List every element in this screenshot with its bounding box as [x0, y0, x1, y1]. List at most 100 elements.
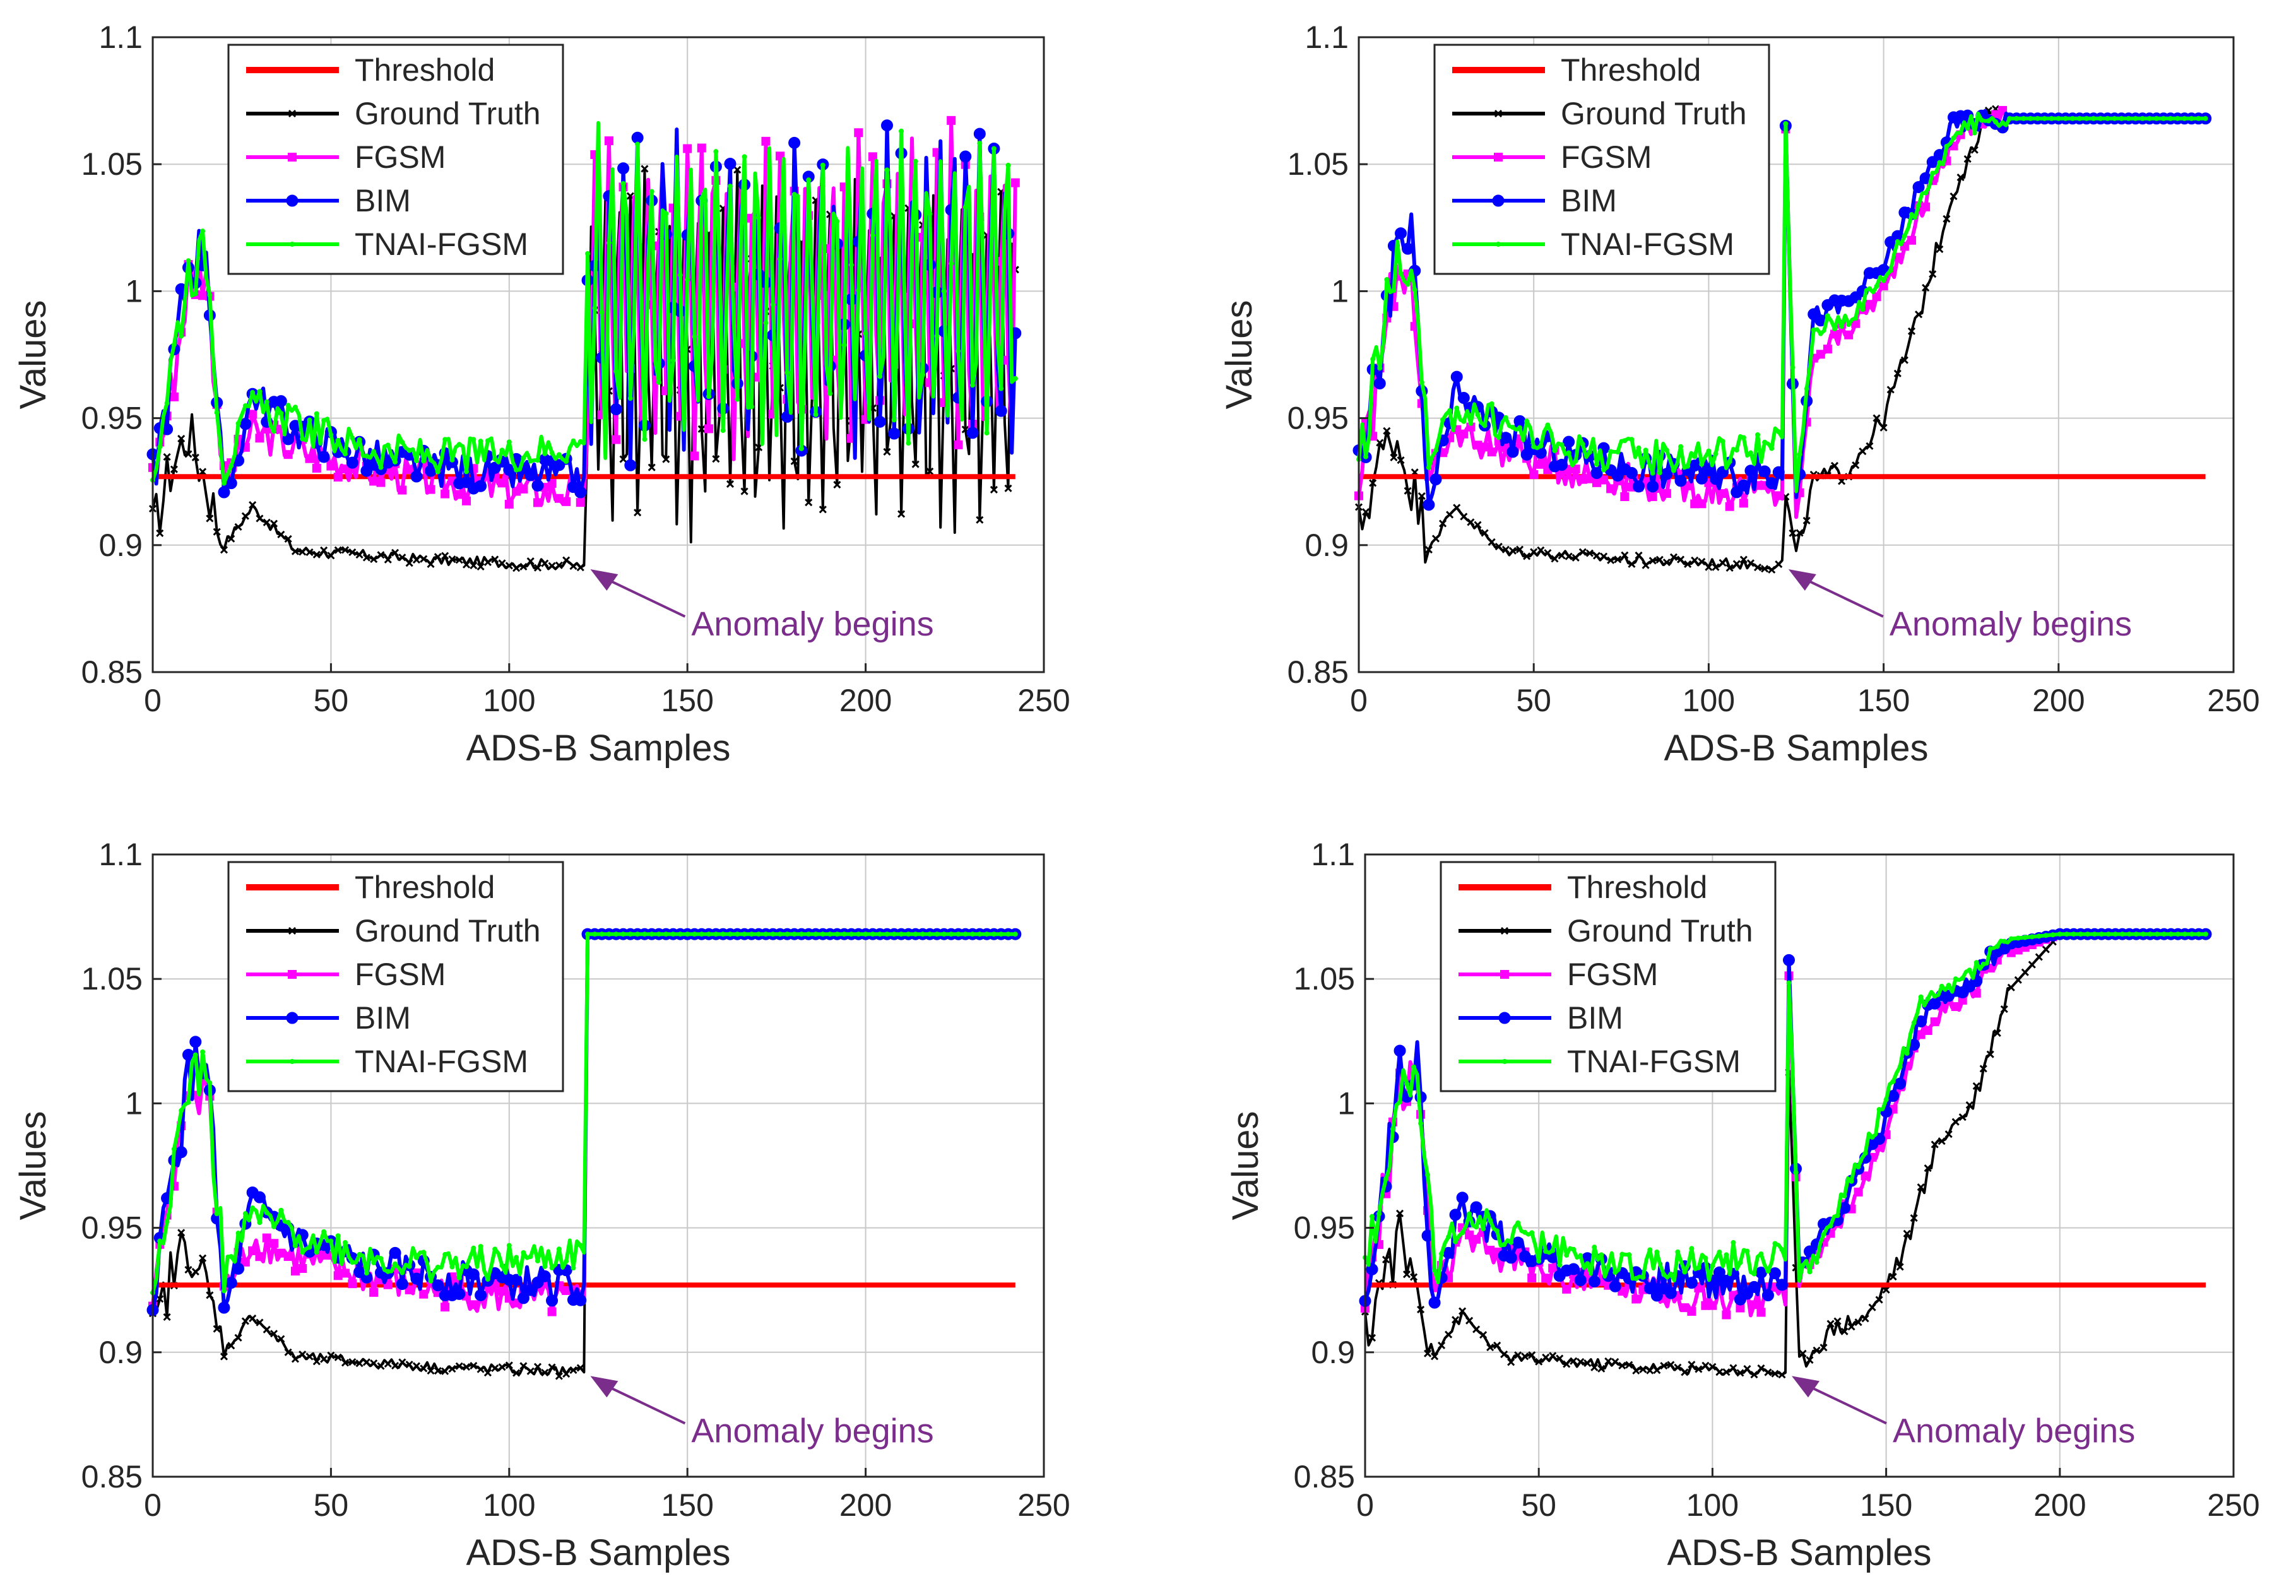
- y-tick-label: 0.9: [98, 528, 143, 563]
- marker-tnai-fgsm: [1853, 316, 1859, 321]
- marker-tnai-fgsm: [1904, 1051, 1910, 1056]
- marker-ground-truth: [1549, 1352, 1557, 1360]
- marker-tnai-fgsm: [1797, 452, 1802, 458]
- marker-ground-truth: [362, 1358, 370, 1366]
- marker-tnai-fgsm: [2112, 931, 2118, 937]
- marker-tnai-fgsm: [720, 931, 726, 937]
- marker-ground-truth: [249, 501, 257, 509]
- marker-tnai-fgsm: [1012, 375, 1018, 381]
- marker-tnai-fgsm: [1807, 1269, 1813, 1275]
- marker-ground-truth: [206, 1291, 214, 1299]
- marker-ground-truth: [1474, 521, 1482, 529]
- marker-ground-truth: [562, 1369, 571, 1378]
- marker-ground-truth: [1667, 1361, 1675, 1369]
- marker-tnai-fgsm: [1821, 1232, 1826, 1238]
- x-tick-label: 250: [2207, 683, 2259, 718]
- marker-ground-truth: [476, 562, 485, 570]
- marker-tnai-fgsm: [949, 931, 954, 937]
- marker-tnai-fgsm: [1426, 464, 1431, 470]
- legend-label-bim: BIM: [355, 183, 411, 218]
- marker-fgsm: [1529, 470, 1539, 479]
- marker-fgsm: [604, 136, 613, 146]
- marker-tnai-fgsm: [1685, 463, 1691, 469]
- marker-tnai-fgsm: [834, 218, 840, 224]
- marker-ground-truth: [1944, 1130, 1953, 1138]
- marker-tnai-fgsm: [1005, 931, 1011, 937]
- marker-tnai-fgsm: [2098, 115, 2104, 121]
- marker-ground-truth: [2042, 945, 2050, 954]
- marker-fgsm: [1687, 1307, 1696, 1316]
- marker-tnai-fgsm: [1557, 1262, 1563, 1268]
- marker-tnai-fgsm: [485, 1276, 490, 1282]
- marker-fgsm: [1851, 319, 1861, 328]
- marker-tnai-fgsm: [1650, 470, 1655, 476]
- marker-ground-truth: [1910, 1214, 1918, 1222]
- marker-ground-truth: [291, 1355, 299, 1363]
- marker-ground-truth: [712, 455, 720, 463]
- marker-tnai-fgsm: [1703, 1255, 1708, 1261]
- marker-tnai-fgsm: [1860, 307, 1866, 312]
- x-tick-label: 100: [1683, 683, 1735, 718]
- marker-ground-truth: [555, 1372, 563, 1380]
- marker-tnai-fgsm: [456, 1275, 462, 1281]
- marker-ground-truth: [1369, 479, 1377, 487]
- marker-fgsm: [405, 465, 414, 475]
- marker-ground-truth: [1705, 563, 1713, 571]
- marker-ground-truth: [1646, 1366, 1654, 1374]
- marker-tnai-fgsm: [1488, 1217, 1493, 1223]
- marker-ground-truth: [1698, 557, 1706, 566]
- marker-tnai-fgsm: [1911, 1020, 1917, 1026]
- marker-fgsm: [512, 487, 521, 496]
- y-tick-label: 1: [1337, 1085, 1355, 1121]
- marker-bim: [1402, 242, 1414, 255]
- marker-ground-truth: [191, 453, 199, 462]
- marker-tnai-fgsm: [478, 1244, 483, 1250]
- marker-tnai-fgsm: [1980, 961, 1986, 967]
- marker-bim: [218, 486, 230, 499]
- x-axis-label: ADS-B Samples: [466, 1532, 730, 1573]
- marker-tnai-fgsm: [998, 386, 1004, 391]
- marker-ground-truth: [1761, 565, 1769, 573]
- marker-ground-truth: [284, 1348, 292, 1356]
- marker-ground-truth: [1746, 559, 1755, 567]
- marker-tnai-fgsm: [1468, 420, 1474, 426]
- marker-fgsm: [1701, 1301, 1710, 1310]
- marker-ground-truth: [1725, 564, 1734, 572]
- marker-tnai-fgsm: [1571, 1246, 1577, 1252]
- marker-tnai-fgsm: [2168, 115, 2174, 121]
- marker-ground-truth: [1917, 1183, 1925, 1191]
- marker-tnai-fgsm: [1522, 1229, 1528, 1235]
- marker-tnai-fgsm: [1855, 1164, 1861, 1170]
- marker-tnai-fgsm: [1876, 1107, 1882, 1113]
- legend: Threshold Ground Truth FGSM BIM TNAI-FGSM: [227, 44, 564, 275]
- marker-ground-truth: [249, 1314, 257, 1323]
- marker-fgsm: [1736, 1303, 1745, 1313]
- marker-tnai-fgsm: [2147, 931, 2153, 937]
- marker-ground-truth: [1736, 1369, 1744, 1377]
- marker-tnai-fgsm: [706, 931, 712, 937]
- marker-tnai-fgsm: [171, 1146, 177, 1152]
- marker-fgsm: [441, 489, 450, 499]
- marker-bim: [1894, 1077, 1907, 1090]
- marker-tnai-fgsm: [1529, 1230, 1535, 1236]
- marker-ground-truth: [1590, 1363, 1599, 1371]
- marker-ground-truth: [1879, 423, 1888, 432]
- marker-bim: [888, 427, 901, 440]
- marker-bim: [432, 1279, 444, 1292]
- marker-ground-truth: [1597, 1364, 1606, 1373]
- marker-bim: [1429, 473, 1442, 486]
- marker-fgsm: [298, 1263, 307, 1273]
- marker-tnai-fgsm: [1985, 118, 1991, 124]
- marker-tnai-fgsm: [577, 439, 583, 444]
- marker-ground-truth: [234, 1333, 242, 1342]
- marker-ground-truth: [1472, 1325, 1481, 1333]
- marker-ground-truth: [1691, 556, 1699, 565]
- marker-tnai-fgsm: [1769, 446, 1775, 451]
- marker-tnai-fgsm: [2071, 931, 2076, 937]
- marker-tnai-fgsm: [1689, 1246, 1695, 1251]
- marker-tnai-fgsm: [521, 1250, 526, 1255]
- marker-tnai-fgsm: [350, 1260, 355, 1265]
- marker-ground-truth: [1936, 245, 1944, 253]
- marker-ground-truth: [269, 519, 278, 528]
- marker-tnai-fgsm: [585, 931, 591, 937]
